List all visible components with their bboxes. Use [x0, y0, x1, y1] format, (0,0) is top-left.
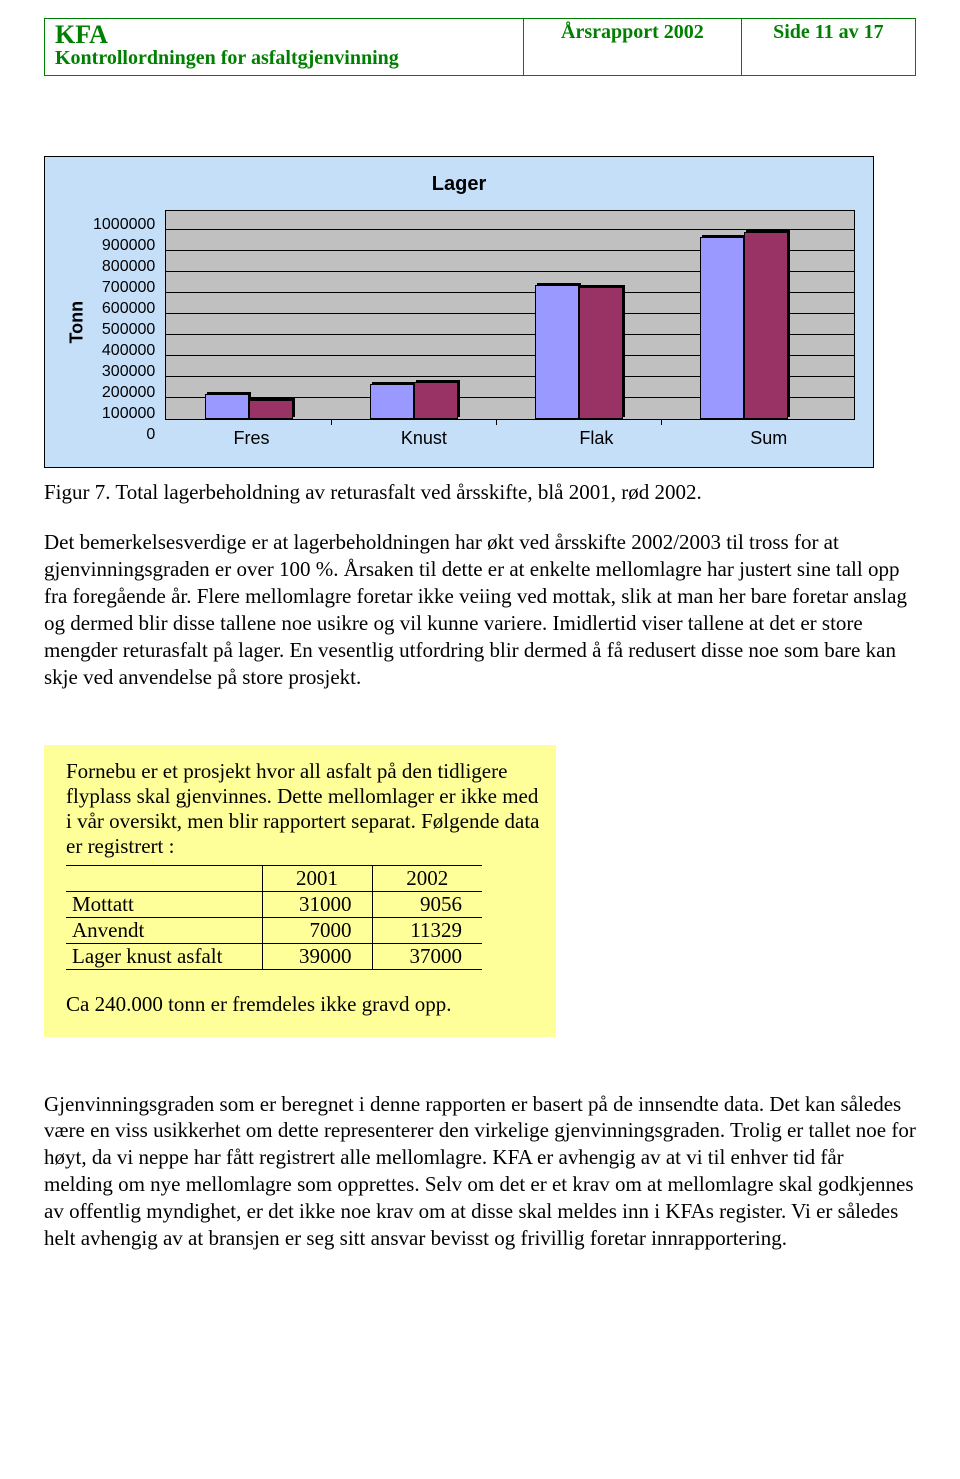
lager-chart: Lager Tonn 10000009000008000007000006000… [44, 156, 874, 468]
bar [205, 394, 249, 419]
ytick-label: 200000 [93, 382, 155, 403]
chart-yticks: 1000000900000800000700000600000500000400… [93, 214, 155, 445]
bar [249, 400, 293, 419]
xtick-label: Knust [338, 428, 510, 449]
paragraph-2: Gjenvinningsgraden som er beregnet i den… [44, 1091, 916, 1252]
infobox-intro: Fornebu er et prosjekt hvor all asfalt p… [66, 759, 542, 859]
bar [535, 285, 579, 419]
bar [700, 237, 744, 420]
ytick-label: 400000 [93, 340, 155, 361]
table-cell: Anvendt [66, 917, 262, 943]
header-center: Årsrapport 2002 [534, 21, 731, 46]
ytick-label: 1000000 [93, 214, 155, 235]
table-header-cell [66, 865, 262, 891]
table-cell: 31000 [262, 891, 372, 917]
chart-xticks: FresKnustFlakSum [165, 428, 855, 449]
ytick-label: 900000 [93, 235, 155, 256]
bar [414, 382, 458, 420]
table-cell: 11329 [372, 917, 482, 943]
ytick-label: 700000 [93, 277, 155, 298]
header-subtitle: Kontrollordningen for asfaltgjenvinning [55, 48, 513, 69]
table-header-cell: 2002 [372, 865, 482, 891]
ytick-label: 500000 [93, 319, 155, 340]
table-cell: 9056 [372, 891, 482, 917]
table-cell: Lager knust asfalt [66, 943, 262, 969]
infobox-footer: Ca 240.000 tonn er fremdeles ikke gravd … [66, 992, 542, 1017]
chart-plot-area [165, 210, 855, 420]
header-kfa: KFA [55, 21, 513, 48]
table-cell: 39000 [262, 943, 372, 969]
ytick-label: 800000 [93, 256, 155, 277]
xtick-label: Sum [683, 428, 855, 449]
xtick-label: Fres [165, 428, 337, 449]
paragraph-1: Det bemerkelsesverdige er at lagerbehold… [44, 529, 916, 690]
xtick-label: Flak [510, 428, 682, 449]
ytick-label: 300000 [93, 361, 155, 382]
ytick-label: 100000 [93, 403, 155, 424]
chart-ylabel: Tonn [67, 316, 88, 344]
bar [370, 384, 414, 420]
bar [579, 287, 623, 419]
infobox-table: 20012002 Mottatt310009056 Anvendt700011329… [66, 865, 482, 970]
figure-caption: Figur 7. Total lagerbeholdning av retura… [44, 480, 916, 505]
header-page-number: Side 11 av 17 [752, 21, 905, 46]
table-cell: Mottatt [66, 891, 262, 917]
ytick-label: 600000 [93, 298, 155, 319]
fornebu-infobox: Fornebu er et prosjekt hvor all asfalt p… [44, 745, 556, 1037]
ytick-label: 0 [93, 424, 155, 445]
table-cell: 37000 [372, 943, 482, 969]
table-cell: 7000 [262, 917, 372, 943]
bar [744, 232, 788, 419]
table-header-cell: 2001 [262, 865, 372, 891]
page-header: KFA Kontrollordningen for asfaltgjenvinn… [44, 18, 916, 76]
chart-title: Lager [63, 173, 855, 196]
